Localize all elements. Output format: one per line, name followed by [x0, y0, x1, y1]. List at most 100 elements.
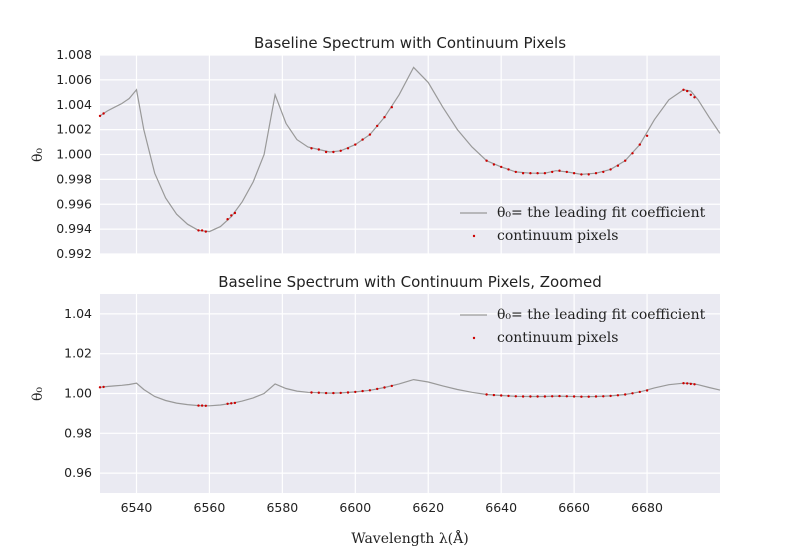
y-tick-label: 0.994 — [56, 221, 92, 236]
continuum-pixel-point — [339, 391, 342, 395]
continuum-pixel-point — [616, 394, 620, 397]
top-continuum-pixels — [98, 88, 696, 233]
continuum-pixel-point — [693, 96, 696, 99]
continuum-pixel-point — [536, 172, 539, 175]
continuum-pixel-point — [572, 172, 576, 175]
continuum-pixel-point — [507, 394, 510, 398]
continuum-pixel-point — [587, 395, 590, 398]
continuum-pixel-point — [233, 211, 237, 215]
continuum-pixel-point — [551, 170, 554, 174]
continuum-pixel-point — [558, 394, 561, 398]
continuum-pixel-point — [686, 382, 689, 385]
top-legend-dot-swatch — [472, 234, 476, 238]
continuum-pixel-point — [689, 93, 692, 97]
x-tick-label: 6600 — [339, 500, 371, 515]
continuum-pixel-point — [485, 393, 488, 396]
continuum-pixel-point — [543, 395, 547, 398]
y-tick-label: 1.006 — [56, 72, 92, 87]
continuum-pixel-point — [361, 138, 364, 141]
y-tick-label: 1.004 — [56, 97, 92, 112]
continuum-pixel-point — [514, 170, 517, 174]
continuum-pixel-point — [346, 147, 350, 150]
continuum-pixel-point — [551, 395, 554, 398]
y-tick-label: 0.992 — [56, 246, 92, 261]
bottom-chart-title: Baseline Spectrum with Continuum Pixels,… — [218, 273, 602, 291]
top-y-axis-label: θ₀ — [30, 148, 46, 162]
y-tick-label: 1.00 — [64, 386, 92, 401]
continuum-pixel-point — [624, 393, 627, 396]
continuum-pixel-point — [383, 116, 386, 119]
y-tick-label: 0.996 — [56, 196, 92, 211]
y-tick-label: 0.96 — [64, 465, 92, 480]
continuum-pixel-point — [492, 393, 496, 397]
continuum-pixel-point — [197, 229, 200, 232]
continuum-pixel-point — [689, 382, 692, 386]
continuum-pixel-point — [645, 134, 649, 137]
continuum-pixel-point — [616, 164, 620, 167]
top-legend-label-coefficient: θ₀= the leading fit coefficient — [497, 205, 706, 221]
continuum-pixel-point — [693, 383, 696, 386]
continuum-pixel-point — [368, 133, 372, 136]
y-tick-label: 0.98 — [64, 425, 92, 440]
continuum-pixel-point — [317, 148, 320, 151]
continuum-pixel-point — [226, 218, 229, 221]
continuum-pixel-point — [521, 395, 525, 398]
y-tick-label: 0.998 — [56, 171, 92, 186]
continuum-pixel-point — [204, 230, 207, 233]
bottom-x-ticks: 6540 6560 6580 6600 6620 6640 6660 6680 — [121, 500, 663, 515]
continuum-pixel-point — [390, 106, 393, 109]
continuum-pixel-point — [536, 395, 539, 398]
continuum-pixel-point — [485, 159, 488, 162]
x-tick-label: 6620 — [412, 500, 444, 515]
continuum-pixel-point — [686, 89, 689, 93]
continuum-pixel-point — [638, 143, 641, 146]
bottom-legend: θ₀= the leading fit coefficient continuu… — [460, 307, 706, 346]
continuum-pixel-point — [226, 402, 229, 405]
continuum-pixel-point — [492, 163, 496, 166]
continuum-pixel-point — [324, 391, 328, 395]
continuum-pixel-point — [98, 114, 102, 118]
y-tick-label: 1.02 — [64, 346, 92, 361]
top-legend-label-continuum: continuum pixels — [497, 228, 618, 244]
y-tick-label: 1.000 — [56, 147, 92, 162]
y-tick-label: 1.002 — [56, 122, 92, 137]
continuum-pixel-point — [200, 404, 204, 407]
continuum-pixel-point — [197, 404, 200, 407]
x-tick-label: 6640 — [485, 500, 517, 515]
continuum-pixel-point — [310, 147, 313, 150]
continuum-pixel-point — [376, 124, 379, 128]
continuum-pixel-point — [682, 88, 685, 92]
continuum-pixel-point — [682, 382, 685, 385]
continuum-pixel-point — [507, 168, 510, 171]
x-tick-label: 6680 — [631, 500, 663, 515]
x-axis-label: Wavelength λ(Å) — [351, 529, 468, 547]
continuum-pixel-point — [587, 173, 590, 176]
continuum-pixel-point — [324, 150, 328, 154]
continuum-pixel-point — [514, 395, 517, 398]
top-chart-title: Baseline Spectrum with Continuum Pixels — [254, 34, 566, 52]
continuum-pixel-point — [339, 149, 342, 152]
continuum-pixel-point — [98, 386, 102, 389]
bottom-legend-label-coefficient: θ₀= the leading fit coefficient — [497, 307, 706, 323]
x-tick-label: 6660 — [558, 500, 590, 515]
continuum-pixel-point — [317, 391, 320, 394]
continuum-pixel-point — [204, 404, 207, 407]
continuum-pixel-point — [500, 165, 503, 169]
continuum-pixel-point — [102, 112, 105, 115]
continuum-pixel-point — [361, 389, 364, 393]
continuum-pixel-point — [602, 170, 605, 174]
continuum-pixel-point — [602, 395, 605, 398]
continuum-pixel-point — [521, 172, 525, 175]
continuum-pixel-point — [609, 394, 612, 398]
continuum-pixel-point — [332, 391, 335, 395]
continuum-pixel-point — [638, 390, 641, 394]
bottom-y-ticks: 0.96 0.98 1.00 1.02 1.04 — [64, 306, 92, 480]
top-grid — [100, 54, 720, 255]
continuum-pixel-point — [558, 169, 561, 172]
bottom-grid — [100, 294, 720, 493]
bottom-continuum-pixels — [98, 382, 696, 407]
continuum-pixel-point — [368, 389, 372, 392]
x-tick-label: 6580 — [266, 500, 298, 515]
continuum-pixel-point — [230, 402, 233, 405]
continuum-pixel-point — [631, 152, 634, 155]
